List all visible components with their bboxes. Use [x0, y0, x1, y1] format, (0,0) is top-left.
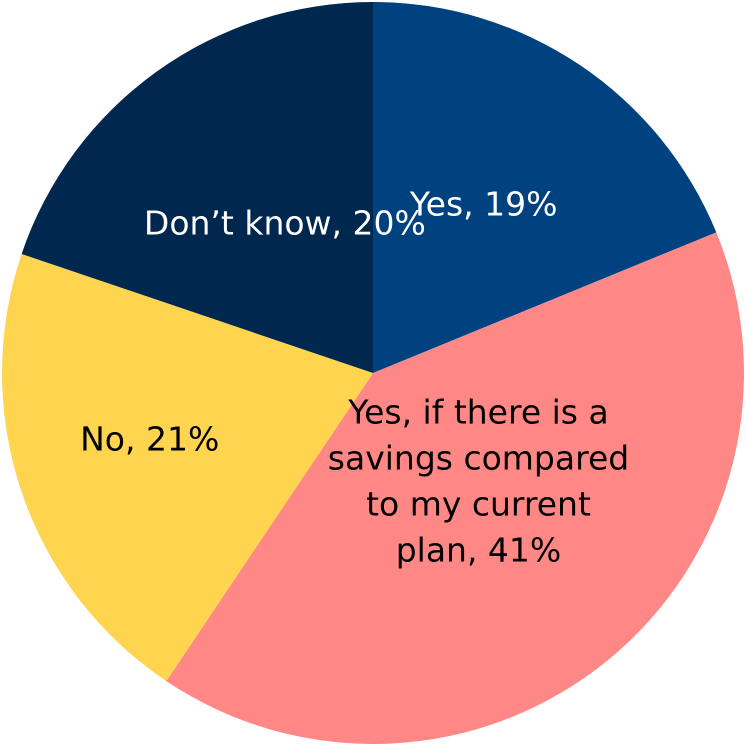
pie-slice-label-3: Don’t know, 20% [144, 203, 426, 242]
pie-slice-0 [373, 2, 717, 373]
pie-slice-label-line: to my current [366, 484, 591, 523]
pie-slice-label-line: savings compared [328, 438, 629, 477]
pie-slice-3 [21, 2, 374, 373]
pie-slice-label-1: Yes, if there is a savings compared to my … [328, 392, 629, 569]
pie-labels: Yes, 19% Yes, if there is a savings compar… [80, 184, 629, 569]
pie-slice-label-line: Yes, 19% [409, 184, 558, 223]
pie-slice-label-0: Yes, 19% [409, 184, 558, 223]
pie-slice-label-line: plan, 41% [396, 530, 562, 569]
pie-slice-2 [1, 253, 374, 682]
pie-slice-label-line: Don’t know, 20% [144, 203, 426, 242]
pie-slice-label-2: No, 21% [80, 419, 219, 458]
pie-slice-label-line: Yes, if there is a [347, 392, 608, 431]
pie-slice-1 [166, 232, 745, 744]
pie-slice-label-line: No, 21% [80, 419, 219, 458]
